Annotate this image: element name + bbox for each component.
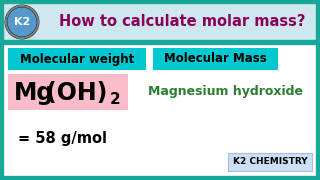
FancyBboxPatch shape xyxy=(228,153,312,171)
Text: (OH): (OH) xyxy=(46,81,108,105)
Text: = 58 g/mol: = 58 g/mol xyxy=(18,130,107,145)
Bar xyxy=(3,40,317,44)
FancyBboxPatch shape xyxy=(153,48,278,70)
Text: Mg: Mg xyxy=(14,81,54,105)
Text: K2: K2 xyxy=(14,17,30,27)
FancyBboxPatch shape xyxy=(8,48,146,70)
Text: Magnesium hydroxide: Magnesium hydroxide xyxy=(148,86,303,98)
FancyBboxPatch shape xyxy=(3,3,317,41)
FancyBboxPatch shape xyxy=(8,74,128,110)
Text: Molecular weight: Molecular weight xyxy=(20,53,134,66)
Text: How to calculate molar mass?: How to calculate molar mass? xyxy=(59,15,305,30)
Text: 2: 2 xyxy=(110,93,121,107)
Text: Molecular Mass: Molecular Mass xyxy=(164,53,266,66)
Circle shape xyxy=(6,6,38,38)
Text: K2 CHEMISTRY: K2 CHEMISTRY xyxy=(233,158,307,166)
